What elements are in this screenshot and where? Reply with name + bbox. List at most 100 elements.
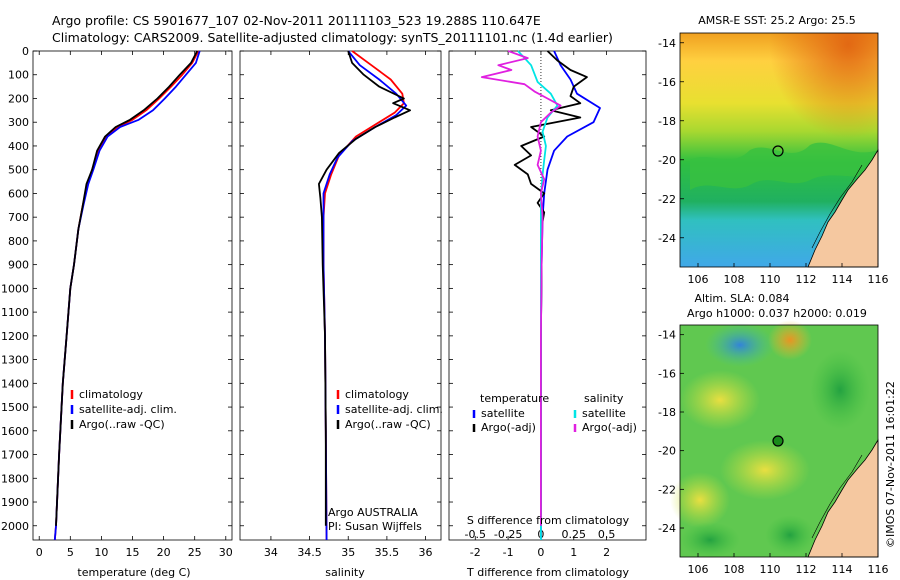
series-line-argo-raw-qc-: [317, 50, 412, 526]
sla-blue-patch: [705, 323, 775, 367]
legend-label: satellite-adj. clim.: [345, 403, 443, 416]
top-x-tick-label: 0.25: [562, 528, 587, 541]
y-tick-label: 300: [8, 116, 29, 129]
x-tick-label: 35: [341, 546, 355, 559]
x-tick-label: 5: [67, 546, 74, 559]
y-tick-label: 1900: [1, 496, 29, 509]
sla-map: [670, 320, 879, 558]
difference-xlabel: T difference from climatology: [466, 566, 629, 579]
y-tick-label: 1700: [1, 449, 29, 462]
map-x-tick-label: 106: [688, 273, 709, 286]
map-y-tick-label: -18: [658, 406, 676, 419]
map-x-tick-label: 114: [832, 563, 853, 576]
series-line-s-argo-adj-: [480, 50, 562, 526]
x-tick-label: -1: [503, 546, 514, 559]
x-tick-label: 0: [36, 546, 43, 559]
y-tick-label: 100: [8, 69, 29, 82]
y-tick-label: 800: [8, 235, 29, 248]
top-x-tick-label: 0.5: [598, 528, 616, 541]
header-line-2: Climatology: CARS2009. Satellite-adjuste…: [52, 30, 613, 45]
legend-label: Argo(..raw -QC): [345, 418, 431, 431]
map-y-tick-label: -14: [658, 329, 676, 342]
salinity-annotation-line-2: PI: Susan Wijffels: [328, 520, 422, 533]
x-tick-label: 15: [126, 546, 140, 559]
y-tick-label: 400: [8, 140, 29, 153]
y-tick-label: 1000: [1, 282, 29, 295]
footer-credit: ©IMOS 07-Nov-2011 16:01:22: [884, 381, 897, 548]
sla-map-axes: 106 108 110 112 114 116 -14 -16 -18 -20 -22 -24: [658, 329, 888, 576]
series-line-argo-raw-qc-: [55, 50, 198, 526]
sla-yellow-patch-2: [720, 440, 810, 500]
temperature-panel: 0100200300400500600700800900100011001200…: [1, 45, 233, 559]
sla-isobath: [811, 454, 863, 539]
x-tick-label: 34: [264, 546, 278, 559]
map-y-tick-label: -14: [658, 37, 676, 50]
y-tick-label: 1100: [1, 306, 29, 319]
x-tick-label: -2: [470, 546, 481, 559]
x-tick-label: 10: [94, 546, 108, 559]
legend-label: Argo(..raw -QC): [79, 418, 165, 431]
x-tick-label: 0: [537, 546, 544, 559]
map-x-tick-label: 110: [760, 563, 781, 576]
legend-temperature-title: temperature: [480, 392, 549, 405]
sla-map-frame: [679, 324, 879, 558]
sst-map-frame: [679, 32, 879, 268]
series-line-satellite-adj-clim-: [322, 50, 408, 541]
map-x-tick-label: 110: [760, 273, 781, 286]
y-tick-label: 1800: [1, 472, 29, 485]
sla-orange-patch: [768, 320, 812, 360]
x-tick-label: 36: [419, 546, 433, 559]
salinity-panel: 34 34.5 35 35.5 36 climatology satellite-adj. …: [239, 50, 443, 559]
map-y-tick-label: -24: [658, 232, 676, 245]
sst-map-title: AMSR-E SST: 25.2 Argo: 25.5: [698, 14, 856, 27]
map-x-tick-label: 114: [832, 273, 853, 286]
map-y-tick-label: -18: [658, 115, 676, 128]
map-x-tick-label: 112: [796, 563, 817, 576]
salinity-xlabel: salinity: [325, 566, 365, 579]
sla-map-title: Altim. SLA: 0.084: [694, 292, 789, 305]
top-x-tick-label: -0.5: [465, 528, 486, 541]
map-y-tick-label: -22: [658, 483, 676, 496]
legend-salinity-satellite-label: satellite: [582, 407, 626, 420]
map-y-tick-label: -16: [658, 76, 676, 89]
legend-temperature-satellite-label: satellite: [481, 407, 525, 420]
sst-front: [690, 142, 878, 190]
series-line-t-argo-adj-: [513, 50, 588, 526]
series-line-t-satellite: [540, 50, 601, 540]
y-tick-label: 200: [8, 92, 29, 105]
legend-salinity-title: salinity: [584, 392, 624, 405]
map-y-tick-label: -20: [658, 445, 676, 458]
series-line-satellite-adj-clim-: [53, 50, 201, 541]
header-line-1: Argo profile: CS 5901677_107 02-Nov-2011…: [52, 13, 541, 28]
y-tick-label: 1300: [1, 354, 29, 367]
y-tick-label: 1400: [1, 377, 29, 390]
salinity-annotation-line-1: Argo AUSTRALIA: [328, 506, 418, 519]
sst-map: [679, 32, 879, 268]
difference-xlabel-top: S difference from climatology: [467, 514, 630, 527]
plot-frame: [239, 50, 442, 541]
sla-map-subtitle: Argo h1000: 0.037 h2000: 0.019: [687, 307, 867, 320]
series-line-s-satellite: [517, 50, 559, 540]
difference-panel: -2 -1 0 1 2-0.5 -0.25 0 0.25 0.5: [448, 50, 647, 559]
sla-green-patch-2: [680, 522, 740, 558]
sla-argo-marker: [772, 435, 784, 447]
sla-green-patch-1: [810, 350, 870, 430]
map-y-tick-label: -24: [658, 522, 676, 535]
series-line-climatology: [322, 50, 405, 541]
y-tick-label: 500: [8, 164, 29, 177]
x-tick-label: 30: [219, 546, 233, 559]
legend-temperature-argo-label: Argo(-adj): [481, 421, 536, 434]
sla-green-patch-3: [765, 515, 815, 555]
sst-isobath: [811, 164, 863, 249]
sla-yellow-patch-1: [680, 370, 760, 430]
x-tick-label: 34.5: [297, 546, 322, 559]
legend-label: climatology: [345, 388, 409, 401]
legend-label: climatology: [79, 388, 143, 401]
x-tick-label: 20: [157, 546, 171, 559]
y-tick-label: 700: [8, 211, 29, 224]
x-tick-label: 2: [603, 546, 610, 559]
map-x-tick-label: 108: [724, 563, 745, 576]
y-tick-label: 1600: [1, 425, 29, 438]
temperature-xlabel: temperature (deg C): [77, 566, 190, 579]
